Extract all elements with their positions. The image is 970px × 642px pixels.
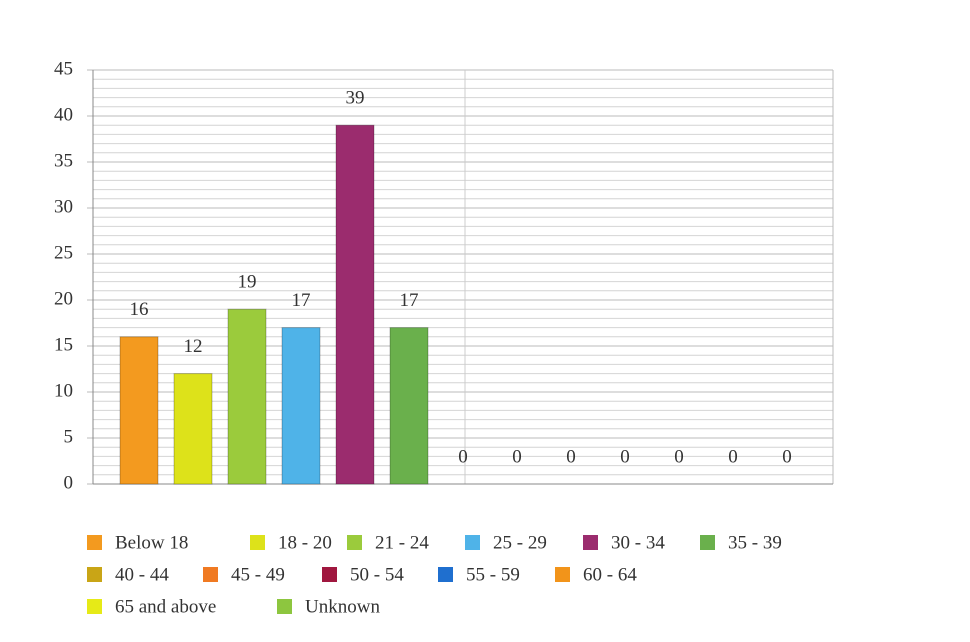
bar [281,327,321,485]
legend-label: Unknown [305,596,380,617]
legend-label: 35 - 39 [728,532,782,553]
legend-swatch [700,535,715,550]
legend-label: 25 - 29 [493,532,547,553]
bar [173,373,213,485]
y-tick-label: 20 [54,288,73,309]
y-tick-label: 45 [54,58,73,79]
data-label: 17 [400,290,419,311]
y-tick-label: 30 [54,196,73,217]
legend-swatch [322,567,337,582]
y-tick-label: 0 [64,472,74,493]
legend-swatch [87,567,102,582]
legend-label: 60 - 64 [583,564,637,585]
legend-swatch [438,567,453,582]
legend-swatch [203,567,218,582]
y-tick-label: 25 [54,242,73,263]
legend-swatch [87,535,102,550]
bar [227,308,267,485]
y-tick-label: 35 [54,150,73,171]
legend-swatch [87,599,102,614]
legend-swatch [583,535,598,550]
data-label: 0 [674,446,684,467]
data-label: 0 [782,446,792,467]
y-tick-label: 10 [54,380,73,401]
legend-swatch [555,567,570,582]
legend-label: 50 - 54 [350,564,404,585]
legend-label: 21 - 24 [375,532,429,553]
legend-label: 65 and above [115,596,216,617]
data-label: 0 [512,446,522,467]
bar [389,327,429,485]
legend-label: 40 - 44 [115,564,169,585]
data-label: 19 [238,272,257,293]
data-label: 0 [566,446,576,467]
legend-swatch [465,535,480,550]
legend-swatch [347,535,362,550]
bar [335,124,375,485]
y-tick-label: 15 [54,334,73,355]
legend-swatch [277,599,292,614]
bar [119,336,159,485]
y-tick-label: 40 [54,104,73,125]
legend-swatch [250,535,265,550]
legend-label: 30 - 34 [611,532,665,553]
y-tick-label: 5 [64,426,74,447]
legend-label: 45 - 49 [231,564,285,585]
legend-label: 18 - 20 [278,532,332,553]
data-label: 0 [620,446,630,467]
data-label: 17 [292,290,311,311]
data-label: 39 [346,88,365,109]
data-label: 12 [184,336,203,357]
data-label: 16 [130,299,149,320]
data-label: 0 [728,446,738,467]
legend-label: 55 - 59 [466,564,520,585]
legend-label: Below 18 [115,532,188,553]
data-label: 0 [458,446,468,467]
